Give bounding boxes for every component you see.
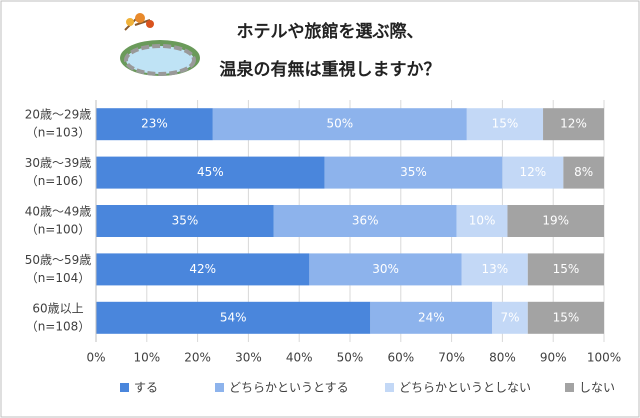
- value-label: 35%: [400, 165, 427, 179]
- y-tick-label: （n=108）: [26, 319, 91, 333]
- x-tick-label: 70%: [438, 351, 465, 365]
- x-tick-label: 30%: [235, 351, 262, 365]
- legend-swatch: [215, 383, 224, 392]
- x-tick-label: 40%: [286, 351, 313, 365]
- value-label: 23%: [141, 117, 168, 131]
- value-label: 15%: [553, 310, 580, 324]
- value-label: 10%: [469, 214, 496, 228]
- y-tick-label: （n=104）: [26, 271, 91, 285]
- bar: [527, 301, 604, 334]
- value-label: 12%: [560, 117, 587, 131]
- bar: [96, 205, 274, 237]
- y-tick-label: （n=106）: [26, 174, 91, 188]
- bar: [527, 253, 604, 286]
- bar: [466, 108, 544, 141]
- legend-swatch: [565, 383, 574, 392]
- value-label: 35%: [172, 214, 199, 228]
- y-tick-label: 30歳～39歳: [25, 156, 92, 170]
- y-tick-label: （n=100）: [26, 223, 91, 237]
- value-label: 30%: [372, 262, 399, 276]
- value-label: 50%: [327, 117, 354, 131]
- legend-label: しない: [579, 381, 615, 395]
- x-tick-label: 10%: [133, 351, 160, 365]
- value-label: 12%: [520, 165, 547, 179]
- bar: [507, 205, 604, 237]
- x-tick-label: 100%: [587, 351, 621, 365]
- bar: [324, 156, 503, 189]
- value-label: 24%: [418, 310, 445, 324]
- bar: [309, 253, 462, 286]
- bar: [96, 108, 213, 141]
- legend-label: する: [134, 381, 158, 395]
- y-tick-label: 50歳～59歳: [25, 253, 92, 267]
- legend-label: どちらかというとする: [229, 381, 349, 395]
- value-label: 15%: [492, 117, 519, 131]
- value-label: 15%: [553, 262, 580, 276]
- legend-swatch: [385, 383, 394, 392]
- value-label: 13%: [481, 262, 508, 276]
- onsen-icon: [120, 13, 200, 76]
- bar: [563, 156, 604, 189]
- bar: [461, 253, 528, 286]
- value-label: 7%: [500, 310, 519, 324]
- y-tick-label: 20歳～29歳: [25, 108, 92, 122]
- y-tick-label: 60歳以上: [32, 301, 83, 315]
- bar: [96, 301, 371, 334]
- bar: [96, 253, 310, 286]
- value-label: 45%: [197, 165, 224, 179]
- bar: [96, 156, 325, 189]
- x-tick-label: 50%: [337, 351, 364, 365]
- bar: [502, 156, 564, 189]
- bar: [212, 108, 467, 141]
- bar: [273, 205, 457, 237]
- bar: [492, 301, 528, 334]
- value-label: 19%: [542, 214, 569, 228]
- x-tick-label: 20%: [184, 351, 211, 365]
- x-tick-label: 90%: [540, 351, 567, 365]
- bar: [543, 108, 604, 141]
- x-tick-label: 0%: [86, 351, 105, 365]
- legend-swatch: [120, 383, 129, 392]
- legend-label: どちらかというとしない: [399, 381, 531, 395]
- value-label: 42%: [189, 262, 216, 276]
- chart-title: ホテルや旅館を選ぶ際、: [237, 21, 424, 42]
- x-tick-label: 80%: [489, 351, 516, 365]
- y-tick-label: 40歳～49歳: [25, 205, 92, 219]
- value-label: 8%: [574, 165, 593, 179]
- y-tick-label: （n=103）: [26, 126, 91, 140]
- chart-title: 温泉の有無は重視しますか？: [220, 59, 441, 80]
- bar: [456, 205, 508, 237]
- bar: [370, 301, 493, 334]
- value-label: 54%: [220, 310, 247, 324]
- x-tick-label: 60%: [387, 351, 414, 365]
- value-label: 36%: [352, 214, 379, 228]
